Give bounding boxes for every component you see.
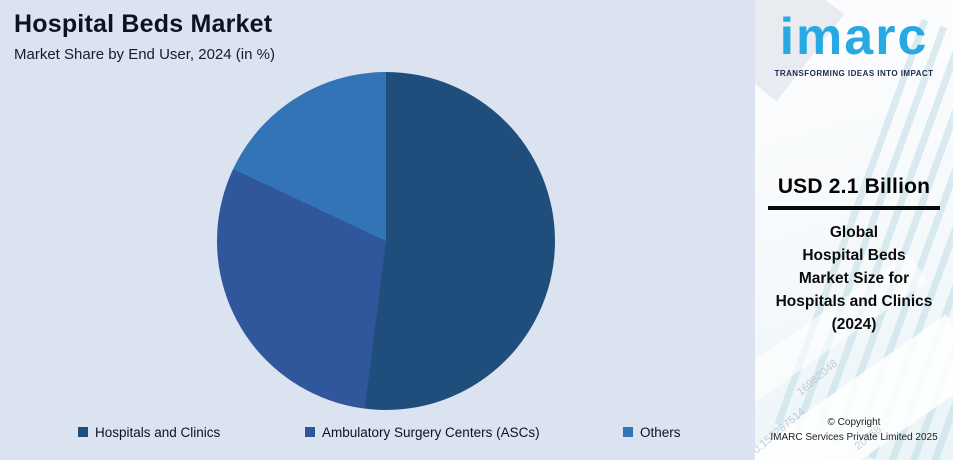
description-line: Hospital Beds [802,247,906,264]
market-size-description: Global Hospital Beds Market Size for Hos… [755,221,953,336]
legend-label: Others [640,424,681,440]
chart-area: Hospital Beds Market Market Share by End… [14,10,681,440]
divider-rule [768,206,940,210]
watermark-number: 16982048 [794,357,841,399]
legend-swatch-icon [78,427,88,437]
description-line: Hospitals and Clinics [775,293,933,310]
imarc-logo-tagline: TRANSFORMING IDEAS INTO IMPACT [774,68,934,78]
imarc-logo-wordmark: imarc [779,8,929,66]
copyright-notice: © Copyright IMARC Services Private Limit… [755,415,953,445]
side-panel: 16982048 0.157287514 20768 imarc TRANSFO… [755,0,953,460]
chart-subtitle: Market Share by End User, 2024 (in %) [14,46,275,63]
copyright-line: © Copyright [827,417,881,428]
legend-item-ambulatory-surgery-centers: Ambulatory Surgery Centers (ASCs) [305,424,540,440]
legend-label: Hospitals and Clinics [95,424,221,440]
legend-swatch-icon [305,427,315,437]
legend-swatch-icon [623,427,633,437]
market-size-value: USD 2.1 Billion [777,175,931,198]
page-title: Hospital Beds Market [14,10,273,38]
legend-label: Ambulatory Surgery Centers (ASCs) [322,424,540,440]
description-line: (2024) [831,316,877,333]
imarc-logo: imarc TRANSFORMING IDEAS INTO IMPACT [755,8,953,78]
description-line: Market Size for [798,270,910,287]
pie-chart [217,72,555,410]
description-line: Global [829,224,879,241]
copyright-line: IMARC Services Private Limited 2025 [770,432,938,443]
legend-item-hospitals-and-clinics: Hospitals and Clinics [78,424,220,440]
legend-item-others: Others [623,424,681,440]
